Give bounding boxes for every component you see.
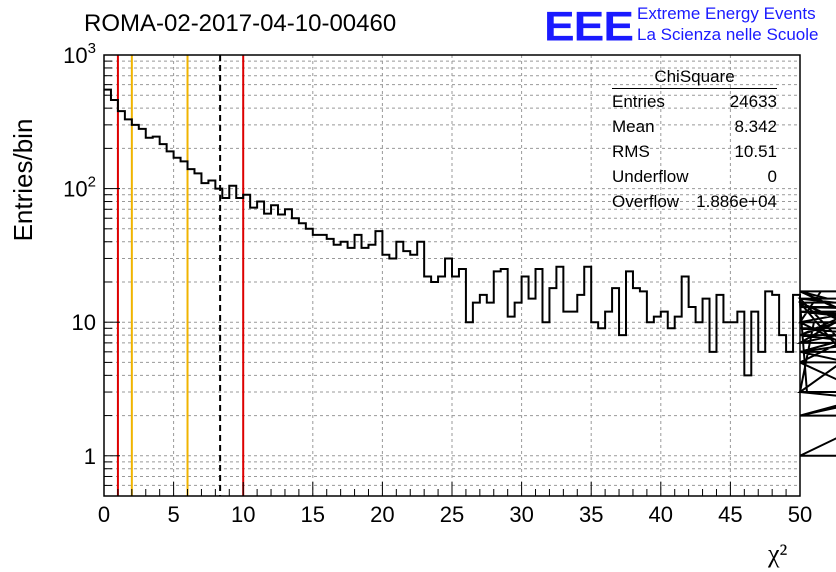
x-axis-label: χ²	[767, 539, 788, 568]
x-tick-label: 35	[579, 502, 603, 527]
stats-value: 10.51	[734, 142, 777, 161]
stats-value: 24633	[729, 92, 777, 111]
stats-title: ChiSquare	[612, 67, 777, 89]
stats-label: Entries	[612, 92, 665, 111]
stats-row: Underflow 0	[612, 164, 777, 189]
stats-row: Mean 8.342	[612, 114, 777, 139]
stats-label: Underflow	[612, 167, 689, 186]
stats-value: 1.886e+04	[696, 192, 777, 211]
x-tick-label: 45	[718, 502, 742, 527]
x-tick-labels: 0 5 10 15 20 25 30 35 40 45 50	[98, 502, 812, 527]
x-tick-label: 50	[788, 502, 812, 527]
stats-label: Mean	[612, 117, 655, 136]
x-tick-label: 10	[231, 502, 255, 527]
stats-row: Entries 24633	[612, 89, 777, 114]
y-tick-label: 1	[84, 444, 96, 469]
x-tick-label: 30	[509, 502, 533, 527]
stats-value: 8.342	[734, 117, 777, 136]
logo-subtitle-2: La Scienza nelle Scuole	[637, 25, 819, 44]
chart-title: ROMA-02-2017-04-10-00460	[84, 10, 397, 37]
stats-row: RMS 10.51	[612, 139, 777, 164]
eee-logo: EEE	[544, 2, 634, 50]
y-tick-label: 10	[72, 310, 96, 335]
y-tick-label: 103	[63, 40, 96, 68]
histogram-line	[104, 88, 836, 457]
y-tick-label: 102	[63, 174, 96, 202]
x-tick-label: 0	[98, 502, 110, 527]
stats-box: ChiSquare Entries 24633 Mean 8.342 RMS 10.51 U…	[612, 67, 777, 214]
stats-label: RMS	[612, 142, 650, 161]
stats-value: 0	[767, 167, 777, 186]
y-axis-label: Entries/bin	[8, 119, 38, 242]
stats-label: Overflow	[612, 192, 680, 211]
logo-subtitle-1: Extreme Energy Events	[637, 4, 816, 23]
x-tick-label: 40	[649, 502, 673, 527]
x-tick-label: 5	[167, 502, 179, 527]
reference-lines	[116, 55, 245, 496]
y-tick-labels: 1 10 102 103	[63, 40, 96, 469]
stats-row: Overflow 1.886e+04	[612, 189, 777, 214]
axis-ticks	[103, 60, 801, 497]
x-tick-label: 20	[370, 502, 394, 527]
x-tick-label: 25	[440, 502, 464, 527]
x-tick-label: 15	[301, 502, 325, 527]
stats-rows: Entries 24633 Mean 8.342 RMS 10.51 Underflow 0 O…	[612, 89, 777, 214]
